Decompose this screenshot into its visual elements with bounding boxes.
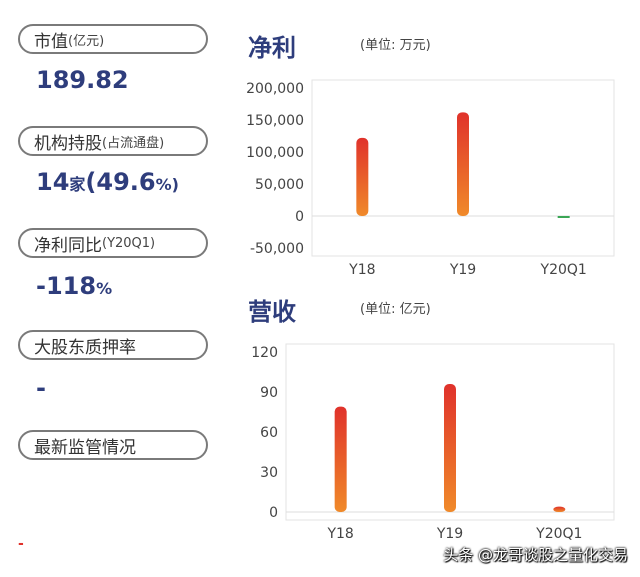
profit-chart: 200,000 150,000 100,000 50,000 0 -50,000 Y18 Y1… (246, 79, 615, 278)
profit-xtick-label: Y19 (449, 262, 476, 278)
revenue-xtick-label: Y20Q1 (535, 526, 582, 542)
revenue-ytick-label: 0 (269, 505, 278, 521)
market-cap-label: 市值 (亿元) (18, 24, 208, 54)
profit-yoy-label-text: 净利同比 (34, 235, 102, 256)
profit-yoy-unit: % (96, 279, 113, 298)
metrics-panel: 市值 (亿元) 189.82 机构持股 (占流通盘) 14家(49.6%) 净利同比… (0, 0, 230, 577)
pledge-label: 大股东质押率 (18, 330, 208, 360)
institution-pct: (49.6 (85, 168, 156, 196)
profit-xtick-label: Y18 (348, 262, 375, 278)
revenue-chart: 120 90 60 30 0 Y18 Y19 Y20Q1 (251, 343, 615, 542)
revenue-ytick-label: 30 (260, 465, 278, 481)
institution-value: 14家(49.6%) (36, 168, 179, 196)
revenue-ytick-label: 90 (260, 385, 278, 401)
market-cap-label-unit: (亿元) (68, 33, 105, 49)
profit-ytick-label: 0 (295, 209, 304, 225)
profit-ytick-label: 150,000 (246, 113, 304, 129)
institution-count-unit: 家 (69, 175, 86, 194)
profit-chart-unit: (单位: 万元) (360, 38, 431, 53)
revenue-ytick-label: 120 (251, 345, 278, 361)
pledge-value: - (36, 374, 46, 402)
profit-ytick-label: 50,000 (255, 177, 304, 193)
revenue-xtick-label: Y18 (326, 526, 353, 542)
institution-label: 机构持股 (占流通盘) (18, 126, 208, 156)
revenue-ytick-label: 60 (260, 425, 278, 441)
revenue-bar-y19 (444, 384, 456, 512)
profit-yoy-label-period: (Y20Q1) (102, 235, 156, 251)
profit-bar-y20q1 (557, 216, 570, 218)
profit-ytick-label: 100,000 (246, 145, 304, 161)
institution-count: 14 (36, 168, 70, 196)
institution-label-unit: (占流通盘) (102, 135, 165, 151)
institution-label-text: 机构持股 (34, 133, 102, 154)
revenue-chart-title: 营收 (248, 298, 296, 326)
footer-watermark: 头条 @龙哥谈股之量化交易 (443, 546, 628, 564)
profit-chart-title: 净利 (248, 34, 296, 62)
market-cap-label-text: 市值 (34, 31, 68, 52)
profit-ytick-label: -50,000 (250, 241, 304, 257)
institution-pct-unit: %) (155, 175, 179, 194)
market-cap-value: 189.82 (36, 66, 129, 94)
profit-xtick-label: Y20Q1 (540, 262, 587, 278)
profit-yoy-value: -118% (36, 272, 112, 300)
revenue-chart-unit: (单位: 亿元) (360, 302, 431, 317)
profit-bar-y18 (356, 137, 369, 216)
profit-plot-frame (311, 79, 615, 257)
pledge-label-text: 大股东质押率 (34, 337, 136, 358)
regulation-label: 最新监管情况 (18, 430, 208, 460)
revenue-bar-y20q1 (553, 506, 566, 512)
profit-ytick-label: 200,000 (246, 81, 304, 97)
revenue-bar-y18 (334, 406, 347, 512)
revenue-xtick-label: Y19 (436, 526, 463, 542)
regulation-value: - (18, 536, 24, 552)
revenue-plot-frame (285, 343, 615, 521)
regulation-label-text: 最新监管情况 (34, 437, 136, 458)
profit-yoy-label: 净利同比 (Y20Q1) (18, 228, 208, 258)
profit-bar-y19 (457, 112, 469, 216)
profit-yoy-number: -118 (36, 272, 97, 300)
